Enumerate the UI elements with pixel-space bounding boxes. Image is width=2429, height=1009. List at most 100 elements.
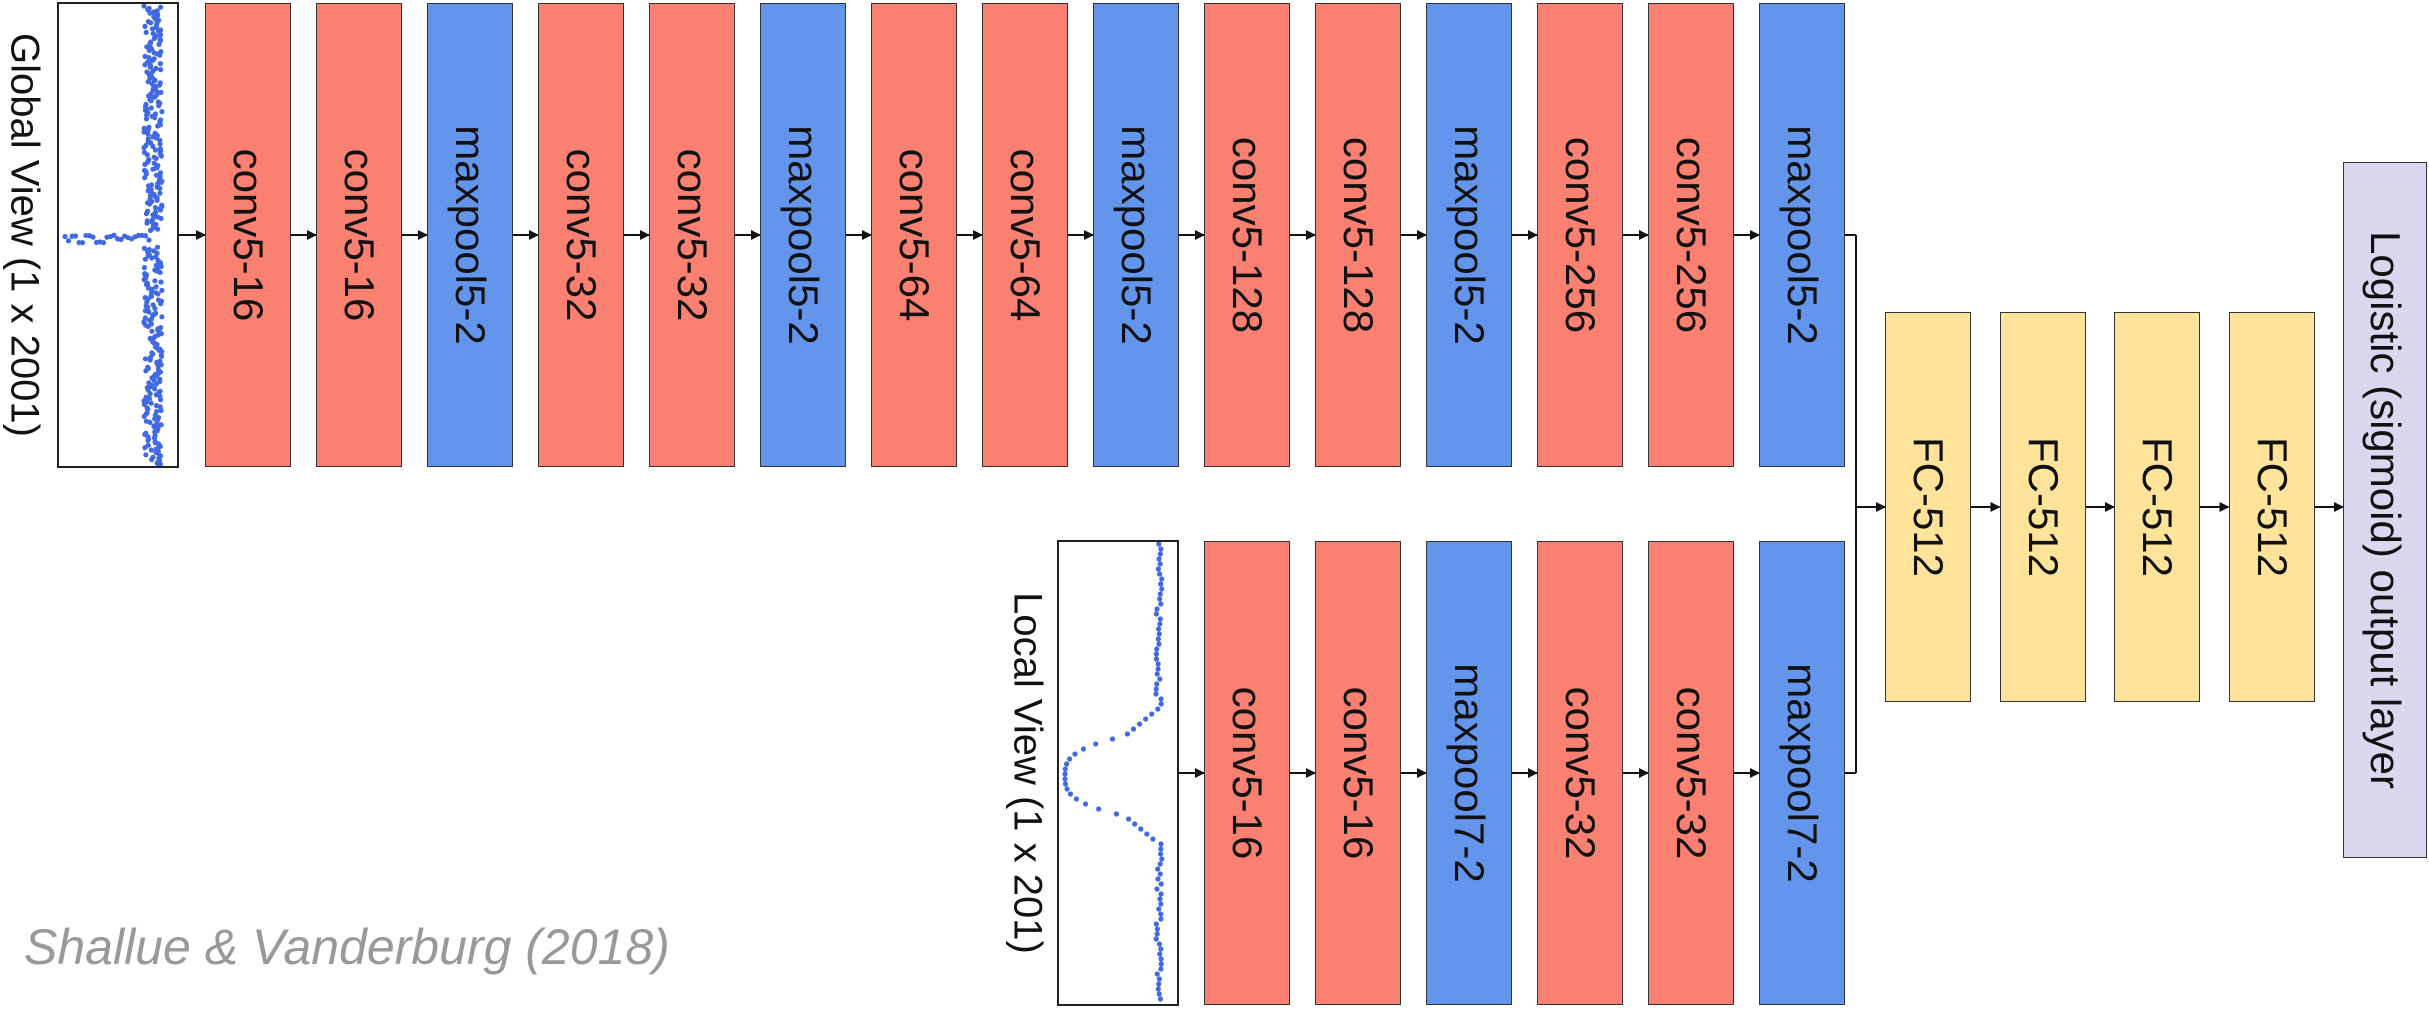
curve-point — [142, 356, 149, 362]
curve-point — [1153, 656, 1160, 662]
fc-block-2: FC-512 — [1999, 312, 2086, 702]
curve-point — [157, 190, 163, 196]
global-conv-block-14-label: conv5-256 — [1668, 136, 1715, 334]
curve-point — [159, 287, 165, 293]
curve-point — [158, 67, 164, 73]
curve-point — [145, 323, 151, 329]
curve-point — [1155, 876, 1161, 882]
curve-point — [143, 211, 150, 217]
curve-point — [1156, 906, 1162, 912]
global-maxpool-block-3-label: maxpool5-2 — [447, 125, 494, 345]
curve-point — [141, 129, 147, 135]
curve-point — [158, 279, 164, 285]
curve-point — [143, 116, 150, 122]
curve-point — [1158, 696, 1164, 702]
curve-point — [1156, 941, 1163, 947]
curve-point — [1157, 591, 1163, 597]
curve-point — [1156, 556, 1162, 562]
curve-point — [149, 328, 155, 334]
fc-block-3: FC-512 — [2114, 312, 2200, 702]
curve-point — [146, 237, 152, 243]
curve-point — [142, 445, 148, 451]
curve-point — [1062, 781, 1069, 787]
curve-point — [158, 32, 164, 38]
curve-point — [1158, 841, 1164, 847]
curve-point — [149, 457, 155, 463]
global-conv-block-10-label: conv5-128 — [1224, 136, 1271, 334]
curve-point — [143, 368, 149, 374]
curve-point — [141, 145, 147, 151]
curve-point — [1157, 551, 1163, 557]
curve-point — [1126, 816, 1132, 822]
curve-point — [148, 400, 154, 406]
curve-point — [148, 105, 154, 111]
global-conv-block-1-label: conv5-16 — [225, 148, 272, 322]
curve-point — [62, 233, 68, 240]
curve-point — [157, 141, 163, 147]
curve-point — [1153, 651, 1159, 657]
curve-point — [142, 175, 148, 181]
global-conv-block-5-label: conv5-32 — [669, 148, 716, 322]
curve-point — [1155, 866, 1161, 872]
curve-point — [1158, 961, 1164, 967]
curve-point — [1154, 646, 1160, 652]
curve-point — [1157, 596, 1163, 602]
fc-block-4-label: FC-512 — [2248, 436, 2296, 578]
curve-point — [156, 82, 163, 88]
local-view-light-curve — [1057, 540, 1179, 1006]
curve-point — [154, 244, 161, 250]
fc-block-3-label: FC-512 — [2134, 436, 2181, 578]
curve-point — [158, 353, 165, 359]
curve-point — [1132, 821, 1138, 827]
curve-point — [1154, 671, 1160, 677]
output-layer: Logistic (sigmoid) output layer — [2343, 162, 2427, 858]
local-conv-block-1-label: conv5-16 — [1224, 686, 1271, 860]
curve-point — [141, 4, 147, 9]
curve-point — [1157, 561, 1163, 567]
global-conv-block-11: conv5-128 — [1315, 3, 1401, 467]
curve-point — [143, 29, 149, 35]
curve-point — [1158, 581, 1164, 587]
curve-point — [1158, 881, 1164, 887]
curve-point — [1155, 636, 1161, 642]
curve-point — [152, 77, 158, 83]
global-conv-block-8: conv5-64 — [982, 3, 1068, 467]
curve-point — [1154, 926, 1160, 932]
curve-point — [1067, 791, 1074, 797]
curve-point — [1157, 861, 1163, 867]
curve-point — [100, 240, 107, 246]
fc-block-4: FC-512 — [2228, 312, 2315, 702]
curve-point — [145, 131, 151, 137]
curve-point — [1156, 631, 1162, 637]
curve-point — [158, 407, 164, 413]
curve-point — [144, 220, 150, 226]
curve-point — [147, 64, 153, 70]
curve-point — [155, 123, 161, 129]
curve-point — [1159, 586, 1165, 592]
global-conv-block-2-label: conv5-16 — [336, 148, 383, 322]
curve-point — [153, 284, 159, 290]
local-conv-block-4-label: conv5-32 — [1557, 686, 1604, 860]
global-maxpool-block-15-label: maxpool5-2 — [1779, 125, 1826, 345]
curve-point — [142, 233, 149, 239]
curve-point — [1158, 901, 1164, 907]
curve-point — [147, 201, 153, 207]
curve-point — [1158, 911, 1164, 917]
local-conv-block-1: conv5-16 — [1204, 541, 1290, 1005]
curve-point — [1157, 616, 1163, 622]
curve-point — [155, 226, 161, 232]
curve-point — [147, 391, 153, 397]
curve-point — [151, 94, 158, 100]
curve-point — [111, 232, 117, 238]
curve-point — [153, 155, 159, 161]
curve-point — [155, 291, 161, 297]
curve-point — [157, 4, 164, 10]
curve-point — [148, 447, 154, 453]
curve-point — [1073, 796, 1080, 802]
curve-point — [1159, 576, 1165, 582]
curve-point — [1155, 566, 1161, 572]
global-conv-block-4: conv5-32 — [538, 3, 624, 467]
local-maxpool-block-3: maxpool7-2 — [1426, 541, 1512, 1005]
global-view-curve-plot — [62, 4, 165, 466]
curve-point — [1158, 701, 1164, 707]
